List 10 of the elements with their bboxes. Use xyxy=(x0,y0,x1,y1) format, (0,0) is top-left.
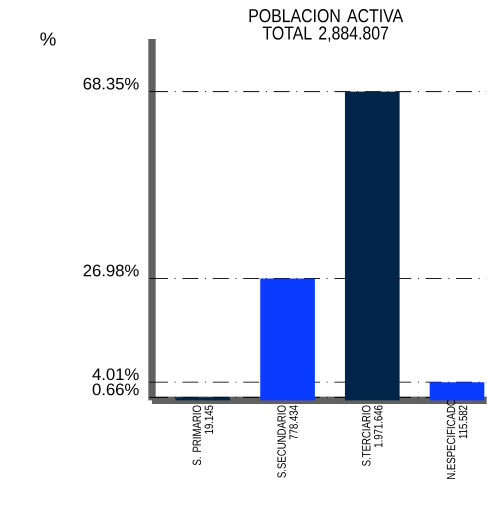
x-tick-label: S. PRIMARIO 19.145 xyxy=(192,405,214,466)
x-tick-label: N.ESPECIFICADO 115.582 xyxy=(446,399,468,479)
y-tick-label: 4.01% xyxy=(92,368,139,380)
x-tick-label: S.SECUNDARIO 778.434 xyxy=(277,405,298,478)
y-tick-label: 26.98% xyxy=(84,264,139,276)
y-tick-label: 0.66% xyxy=(92,384,139,396)
x-tick-label: S.TERCIARIO 1.971.646 xyxy=(362,405,383,466)
y-tick-label: 68.35% xyxy=(84,78,139,90)
y-axis-title: % xyxy=(40,32,56,46)
chart-title: POBLACION ACTIVA TOTAL 2,884.807 xyxy=(250,9,404,42)
